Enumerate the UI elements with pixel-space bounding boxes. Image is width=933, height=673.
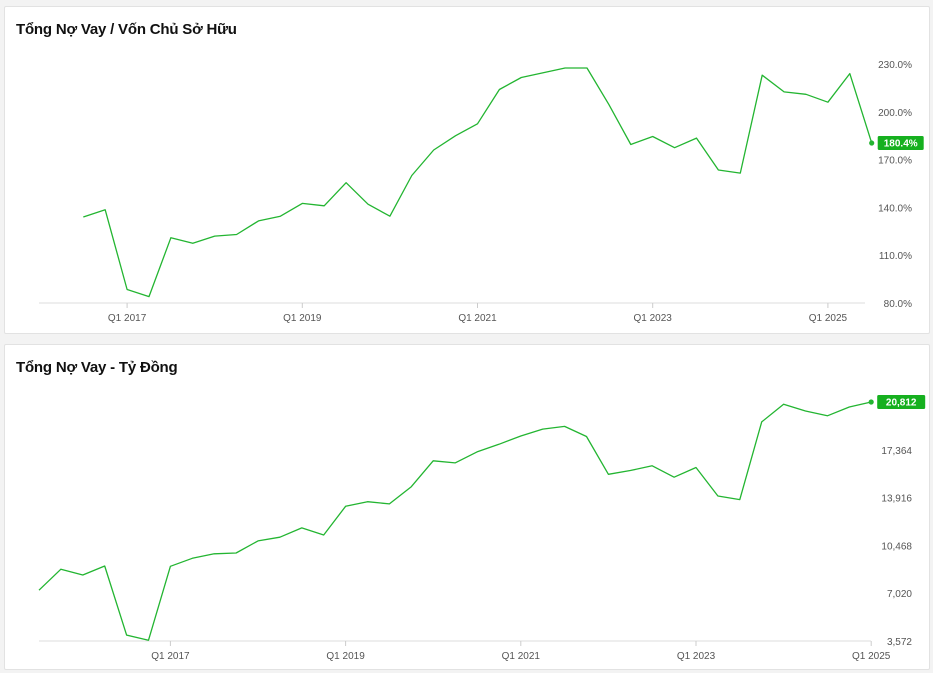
- chart-title: Tổng Nợ Vay / Vốn Chủ Sở Hữu: [16, 21, 237, 38]
- y-tick-label: 140.0%: [878, 203, 912, 214]
- debt-to-equity-panel: Tổng Nợ Vay / Vốn Chủ Sở Hữu Q1 2017 Q1 2…: [4, 6, 930, 334]
- x-tick-label: Q1 2021: [458, 313, 497, 324]
- x-tick-label: Q1 2017: [108, 313, 147, 324]
- last-value-label: 180.4%: [884, 139, 918, 150]
- series-line: [38, 401, 872, 641]
- y-tick-label: 200.0%: [878, 108, 912, 119]
- y-tick-label: 3,572: [887, 637, 912, 648]
- y-tick-label: 13,916: [881, 494, 912, 505]
- y-tick-label: 110.0%: [879, 251, 912, 262]
- x-tick-label: Q1 2025: [852, 651, 891, 662]
- last-value-badge: [877, 136, 924, 151]
- x-tick-label: Q1 2019: [326, 651, 365, 662]
- y-tick-label: 7,020: [887, 589, 912, 600]
- x-tick-label: Q1 2019: [283, 313, 322, 324]
- x-tick-label: Q1 2023: [634, 313, 673, 324]
- total-debt-panel: Tổng Nợ Vay - Tỷ Đồng Q1 2017 Q1 2019 Q1 2…: [4, 344, 930, 670]
- series-line: [83, 67, 873, 298]
- x-tick-label: Q1 2021: [502, 651, 541, 662]
- y-tick-label: 17,364: [881, 446, 912, 457]
- y-tick-label: 80.0%: [884, 299, 912, 310]
- chart-title: Tổng Nợ Vay - Tỷ Đồng: [16, 359, 178, 376]
- total-debt-chart: Q1 2017 Q1 2019 Q1 2021 Q1 2023 Q1 2025 17,36…: [38, 395, 926, 662]
- x-tick-label: Q1 2017: [151, 651, 190, 662]
- last-point-marker: [868, 399, 874, 405]
- y-tick-label: 230.0%: [878, 60, 912, 71]
- debt-to-equity-chart: Q1 2017 Q1 2019 Q1 2021 Q1 2023 Q1 2025 230.0…: [39, 60, 924, 324]
- last-value-label: 20,812: [886, 398, 917, 409]
- last-value-badge: [877, 395, 926, 409]
- x-tick-label: Q1 2023: [677, 651, 716, 662]
- y-tick-label: 10,468: [881, 541, 912, 552]
- y-tick-label: 170.0%: [878, 156, 912, 167]
- last-point-marker: [869, 140, 875, 146]
- x-tick-label: Q1 2025: [809, 313, 848, 324]
